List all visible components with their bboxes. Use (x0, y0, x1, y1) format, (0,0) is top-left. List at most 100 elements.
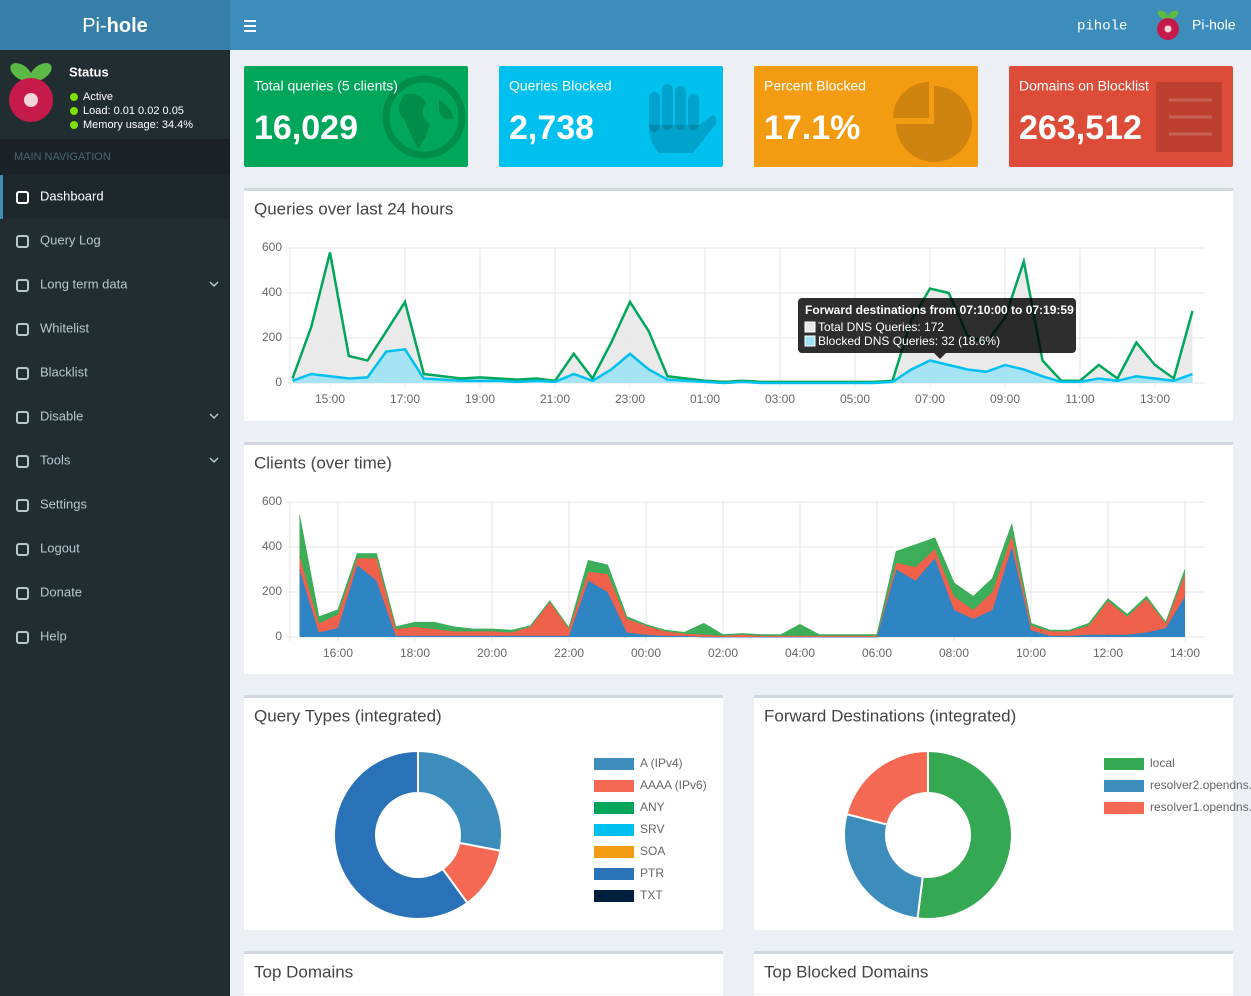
pie-icon (896, 86, 972, 162)
nav-icon (16, 631, 29, 644)
stat-label: Queries Blocked (509, 78, 612, 94)
list-icon (1156, 82, 1222, 152)
y-tick-label: 200 (262, 584, 282, 598)
stat-box (244, 66, 468, 167)
x-tick-label: 18:00 (400, 646, 430, 660)
nav-item[interactable]: Logout (40, 540, 80, 555)
x-tick-label: 01:00 (690, 392, 720, 406)
y-tick-label: 600 (262, 494, 282, 508)
nav-item[interactable]: Disable (40, 408, 83, 423)
x-tick-label: 21:00 (540, 392, 570, 406)
x-tick-label: 04:00 (785, 646, 815, 660)
box-title: Queries over last 24 hours (254, 199, 453, 218)
nav-icon (16, 499, 29, 512)
brand: Pi-hole (82, 15, 148, 37)
legend-swatch (1104, 758, 1144, 770)
legend-swatch (594, 824, 634, 836)
legend-label: resolver1.opendns.com (1150, 800, 1251, 814)
legend-swatch (594, 868, 634, 880)
globe-land (399, 93, 454, 149)
x-tick-label: 07:00 (915, 392, 945, 406)
box (244, 951, 723, 996)
stat-value: 16,029 (254, 109, 358, 147)
y-tick-label: 400 (262, 539, 282, 553)
nav-icon (16, 543, 29, 556)
brand-light: Pi- (82, 15, 106, 37)
nav-item[interactable]: Long term data (40, 276, 128, 291)
legend-swatch (594, 846, 634, 858)
nav-item[interactable]: Blacklist (40, 364, 88, 379)
brand-bold: hole (107, 15, 148, 37)
donut-slice (845, 749, 929, 826)
tooltip-caret (934, 353, 946, 359)
y-tick-label: 600 (262, 240, 282, 254)
nav-chevron (209, 281, 219, 288)
tooltip (798, 298, 1076, 353)
logo-area (0, 0, 230, 50)
legend-label: SOA (640, 844, 665, 858)
x-tick-label: 16:00 (323, 646, 353, 660)
legend-label: SRV (640, 822, 664, 836)
donut-slice (417, 749, 503, 852)
leaf (30, 63, 52, 81)
legend-swatch (594, 780, 634, 792)
x-tick-label: 00:00 (631, 646, 661, 660)
x-tick-label: 19:00 (465, 392, 495, 406)
box-title: Forward Destinations (integrated) (764, 706, 1016, 725)
x-tick-label: 03:00 (765, 392, 795, 406)
nav-item[interactable]: Whitelist (40, 320, 90, 335)
tooltip-swatch (804, 335, 816, 347)
nav-item[interactable]: Query Log (40, 232, 101, 247)
legend-label: TXT (640, 888, 663, 902)
x-tick-label: 02:00 (708, 646, 738, 660)
x-tick-label: 17:00 (390, 392, 420, 406)
stat-value: 17.1% (764, 109, 860, 147)
legend-label: ANY (640, 800, 665, 814)
nav-item[interactable]: Help (40, 628, 67, 643)
hand-finger (675, 86, 686, 130)
x-tick-label: 22:00 (554, 646, 584, 660)
status-line: Load: 0.01 0.02 0.05 (83, 105, 184, 117)
status-dot (70, 107, 78, 115)
sidebar-toggle[interactable] (244, 20, 256, 32)
x-tick-label: 23:00 (615, 392, 645, 406)
box (244, 188, 1233, 421)
donut-slice (333, 749, 469, 920)
nav-item[interactable]: Dashboard (40, 188, 104, 203)
legend-label: local (1150, 756, 1175, 770)
status-line: Memory usage: 34.4% (83, 119, 193, 131)
series-line (299, 515, 1186, 636)
nav-chevron (209, 457, 219, 464)
tooltip-title: Forward destinations from 07:10:00 to 07… (805, 303, 1074, 317)
x-tick-label: 06:00 (862, 646, 892, 660)
nav-icon (16, 455, 29, 468)
legend-label: resolver2.opendns.com (1150, 778, 1251, 792)
leaf (1167, 10, 1179, 20)
hostname: pihole (1077, 19, 1127, 35)
hand-finger (688, 94, 699, 130)
nav-item[interactable]: Tools (40, 452, 71, 467)
stat-box (499, 66, 723, 167)
box-top-border (754, 951, 1233, 954)
x-tick-label: 11:00 (1065, 392, 1094, 406)
berry-seed (1164, 25, 1172, 33)
nav-header-band (0, 139, 230, 175)
box-title: Top Domains (254, 962, 353, 981)
x-tick-label: 14:00 (1170, 646, 1200, 660)
x-tick-label: 13:00 (1140, 392, 1170, 406)
nav-item[interactable]: Donate (40, 584, 82, 599)
stat-label: Domains on Blocklist (1019, 78, 1149, 94)
user-name[interactable]: Pi-hole (1192, 17, 1236, 33)
x-tick-label: 20:00 (477, 646, 507, 660)
globe-icon (382, 75, 466, 159)
tooltip-line: Total DNS Queries: 172 (818, 320, 944, 334)
nav-header: MAIN NAVIGATION (14, 151, 111, 163)
nav-icon (16, 191, 29, 204)
nav-active-marker (0, 175, 3, 219)
legend-swatch (594, 802, 634, 814)
nav-item[interactable]: Settings (40, 496, 87, 511)
nav-icon (16, 235, 29, 248)
donut-slice (843, 812, 924, 920)
y-tick-label: 0 (275, 375, 282, 389)
